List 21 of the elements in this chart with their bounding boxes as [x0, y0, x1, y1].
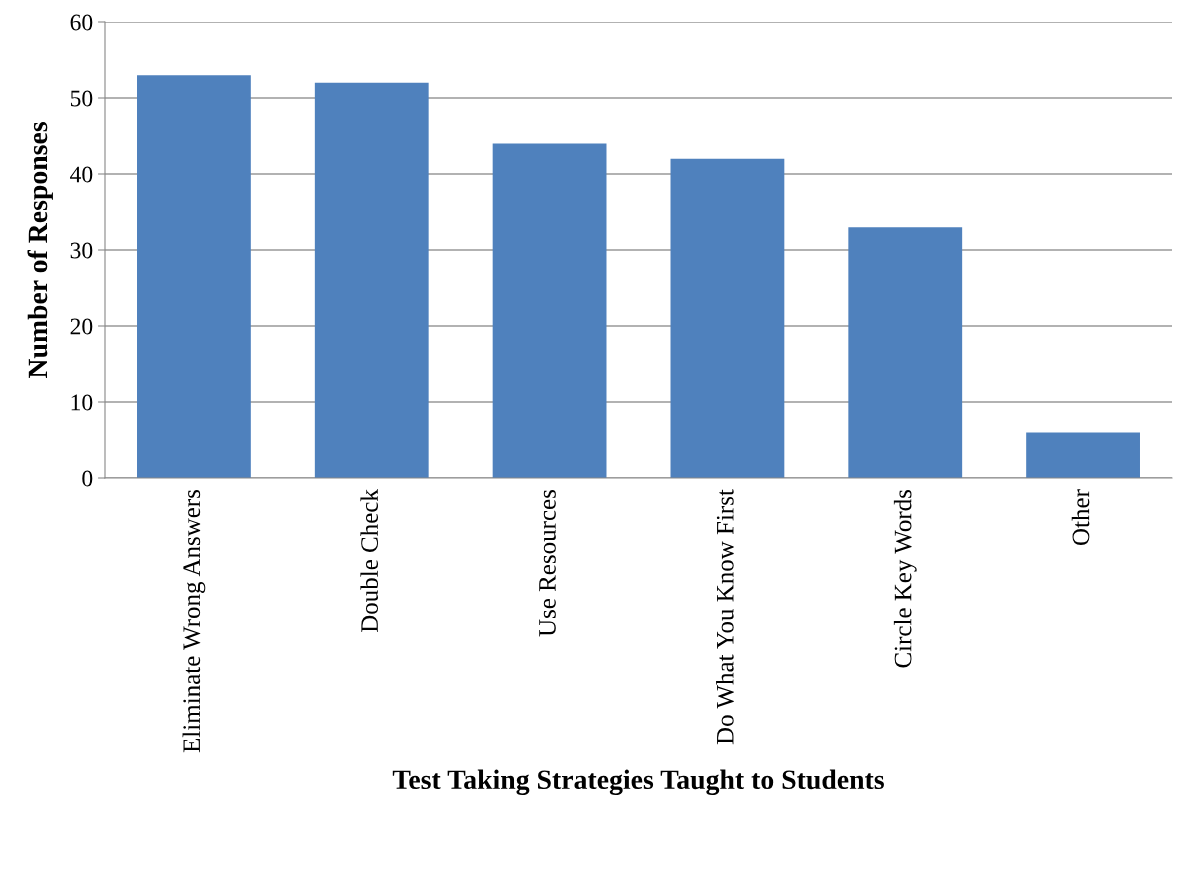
y-tick-label: 30 — [70, 242, 93, 259]
x-tick-label: Use Resources — [539, 490, 556, 637]
bar — [492, 143, 607, 478]
y-axis-title: Number of Responses — [27, 122, 53, 379]
bar — [137, 75, 251, 478]
bar — [670, 158, 785, 478]
y-tick-label: 20 — [70, 318, 93, 335]
y-tick-label: 50 — [70, 90, 93, 107]
x-axis-title: Test Taking Strategies Taught to Students — [392, 769, 884, 795]
x-tick-label: Double Check — [360, 489, 379, 633]
y-tick-label: 60 — [70, 14, 93, 31]
bar — [848, 227, 963, 478]
y-tick-label: 40 — [70, 166, 93, 183]
y-tick-label: 10 — [71, 394, 93, 411]
x-tick-label: Circle Key Words — [893, 490, 917, 668]
x-tick-label: Eliminate Wrong Answers — [182, 490, 206, 753]
bar — [1026, 432, 1140, 478]
x-tick-label: Do What You Know First — [716, 489, 734, 745]
y-tick-label: 0 — [82, 470, 93, 487]
bar — [314, 82, 429, 478]
x-tick-label: Other — [1071, 489, 1090, 546]
